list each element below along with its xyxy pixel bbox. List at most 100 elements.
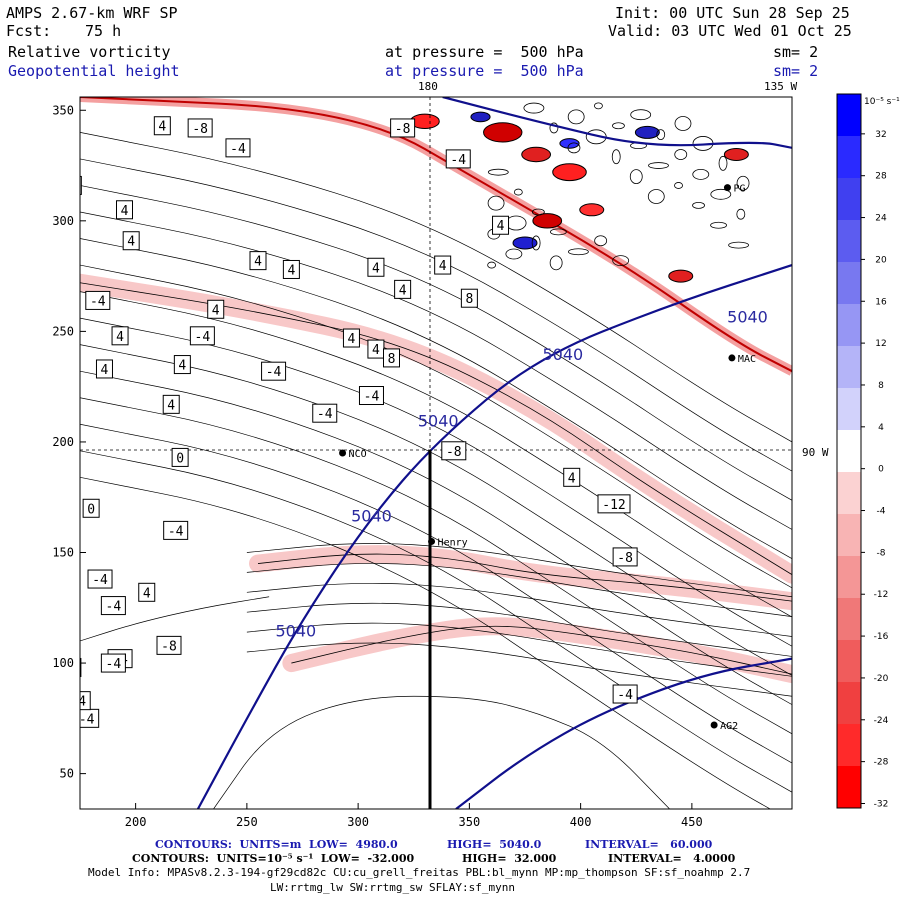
footer-model-info-2: LW:rrtmg_lw SW:rrtmg_sw SFLAY:sf_mynn <box>270 881 516 894</box>
vorticity-label: -4 <box>266 365 282 380</box>
y-tick-label: 350 <box>52 103 74 117</box>
vorticity-label: 4 <box>158 120 166 135</box>
station-dot <box>728 354 736 362</box>
field1-smoothing: sm= 2 <box>773 43 819 61</box>
terrain-contour <box>728 241 749 249</box>
vorticity-label: 4 <box>178 359 186 374</box>
colorbar-label: 0 <box>878 465 884 475</box>
terrain-contour <box>523 102 545 114</box>
x-tick-label: 450 <box>681 815 703 829</box>
colorbar-swatch <box>837 682 861 725</box>
vorticity-label-box <box>225 138 251 158</box>
vorticity-label-box <box>434 255 452 275</box>
footer-vort-interval: INTERVAL= 4.0000 <box>608 852 736 865</box>
field2-pressure: at pressure = 500 hPa <box>385 62 584 80</box>
colorbar-swatch <box>837 220 861 263</box>
y-tick-label: 150 <box>52 546 74 560</box>
vorticity-label-box <box>100 653 126 673</box>
height-label: 5040 <box>275 622 316 641</box>
terrain-vorticity-blob <box>470 111 491 123</box>
vorticity-label: -4 <box>90 294 106 309</box>
height-contour-line_southeast <box>455 657 792 809</box>
station-dot <box>723 184 731 192</box>
terrain-contour <box>567 109 585 125</box>
vorticity-contour-line <box>246 602 792 657</box>
colorbar-swatch <box>837 430 861 473</box>
vorticity-label: -8 <box>617 551 633 566</box>
vorticity-contour-line <box>80 238 792 559</box>
strong-negative-ridge-core <box>80 97 792 373</box>
vorticity-label: 4 <box>78 695 86 710</box>
vorticity-label: 4 <box>20 750 28 765</box>
vorticity-label: 4 <box>127 235 135 250</box>
vorticity-label-box <box>80 691 91 711</box>
footer-vort-high: HIGH= 32.000 <box>462 852 557 865</box>
lon-135w-label: 135 W <box>764 80 798 93</box>
vorticity-label: 4 <box>116 330 124 345</box>
vorticity-label-box <box>61 289 77 307</box>
terrain-contour <box>612 122 625 130</box>
terrain-contour <box>736 208 746 220</box>
terrain-contour <box>674 116 692 131</box>
vorticity-label: 4 <box>372 343 380 358</box>
vorticity-label-box <box>394 279 412 299</box>
terrain-contour <box>531 208 545 216</box>
vorticity-label-box <box>24 778 48 796</box>
vorticity-contour-line <box>246 582 792 637</box>
vorticity-label: 4 <box>143 586 151 601</box>
terrain-vorticity-blob <box>579 203 605 217</box>
terrain-contour <box>568 248 589 256</box>
field2-smoothing: sm= 2 <box>773 62 819 80</box>
terrain-contour <box>487 168 509 176</box>
colorbar-label: -4 <box>877 507 886 517</box>
terrain-contour <box>674 182 683 189</box>
vorticity-contour-line <box>246 543 792 598</box>
terrain-contour <box>612 255 630 267</box>
vorticity-label: -4 <box>317 407 333 422</box>
y-tick-label: 200 <box>52 435 74 449</box>
vorticity-label-box <box>95 359 113 379</box>
colorbar-swatch <box>837 178 861 221</box>
vorticity-label-box <box>173 355 191 375</box>
model-title: AMPS 2.67-km WRF SP <box>6 4 178 22</box>
vorticity-label: 0 <box>87 502 95 517</box>
terrain-contour <box>710 188 732 200</box>
vorticity-label: 4 <box>65 292 73 307</box>
colorbar-label: -28 <box>874 758 889 768</box>
terrain-vorticity-blob <box>559 138 580 149</box>
vorticity-label: 4 <box>287 263 295 278</box>
terrain-contour <box>487 195 505 211</box>
colorbar-unit: 10⁻⁵ s⁻¹ <box>864 97 900 107</box>
vorticity-label: -4 <box>230 142 246 157</box>
vorticity-contour-line <box>80 317 792 647</box>
vorticity-label: -4 <box>92 573 108 588</box>
vorticity-label-box <box>597 494 631 514</box>
footer-height-contours: CONTOURS: UNITS=m LOW= 4980.0 <box>155 838 398 851</box>
vorticity-label-box <box>116 200 133 220</box>
y-tick-label: 250 <box>52 324 74 338</box>
terrain-contour <box>513 188 523 196</box>
init-time: Init: 00 UTC Sun 28 Sep 25 <box>615 4 850 22</box>
colorbar-swatch <box>837 556 861 599</box>
vorticity-label: 8 <box>465 292 473 307</box>
terrain-contour <box>656 129 666 140</box>
height-contour-line_north <box>442 97 792 149</box>
vorticity-label-box <box>189 326 215 346</box>
vorticity-contour-line <box>80 185 792 501</box>
terrain-contour <box>692 201 705 209</box>
vorticity-label-box <box>162 394 180 414</box>
vorticity-label: -4 <box>79 712 95 727</box>
vorticity-label: 4 <box>121 204 129 219</box>
colorbar-swatch <box>837 766 861 809</box>
vorticity-label: -8 <box>192 122 208 137</box>
station-label: MAC <box>738 354 756 365</box>
vorticity-label-box <box>100 596 126 616</box>
vorticity-label: -4 <box>617 688 633 703</box>
vorticity-contour-line <box>246 642 792 697</box>
vorticity-label: -4 <box>106 600 122 615</box>
vorticity-label: 4 <box>69 179 77 194</box>
vorticity-label-box <box>312 403 338 423</box>
colorbar-label: -32 <box>874 799 889 809</box>
terrain-contour <box>549 228 567 236</box>
